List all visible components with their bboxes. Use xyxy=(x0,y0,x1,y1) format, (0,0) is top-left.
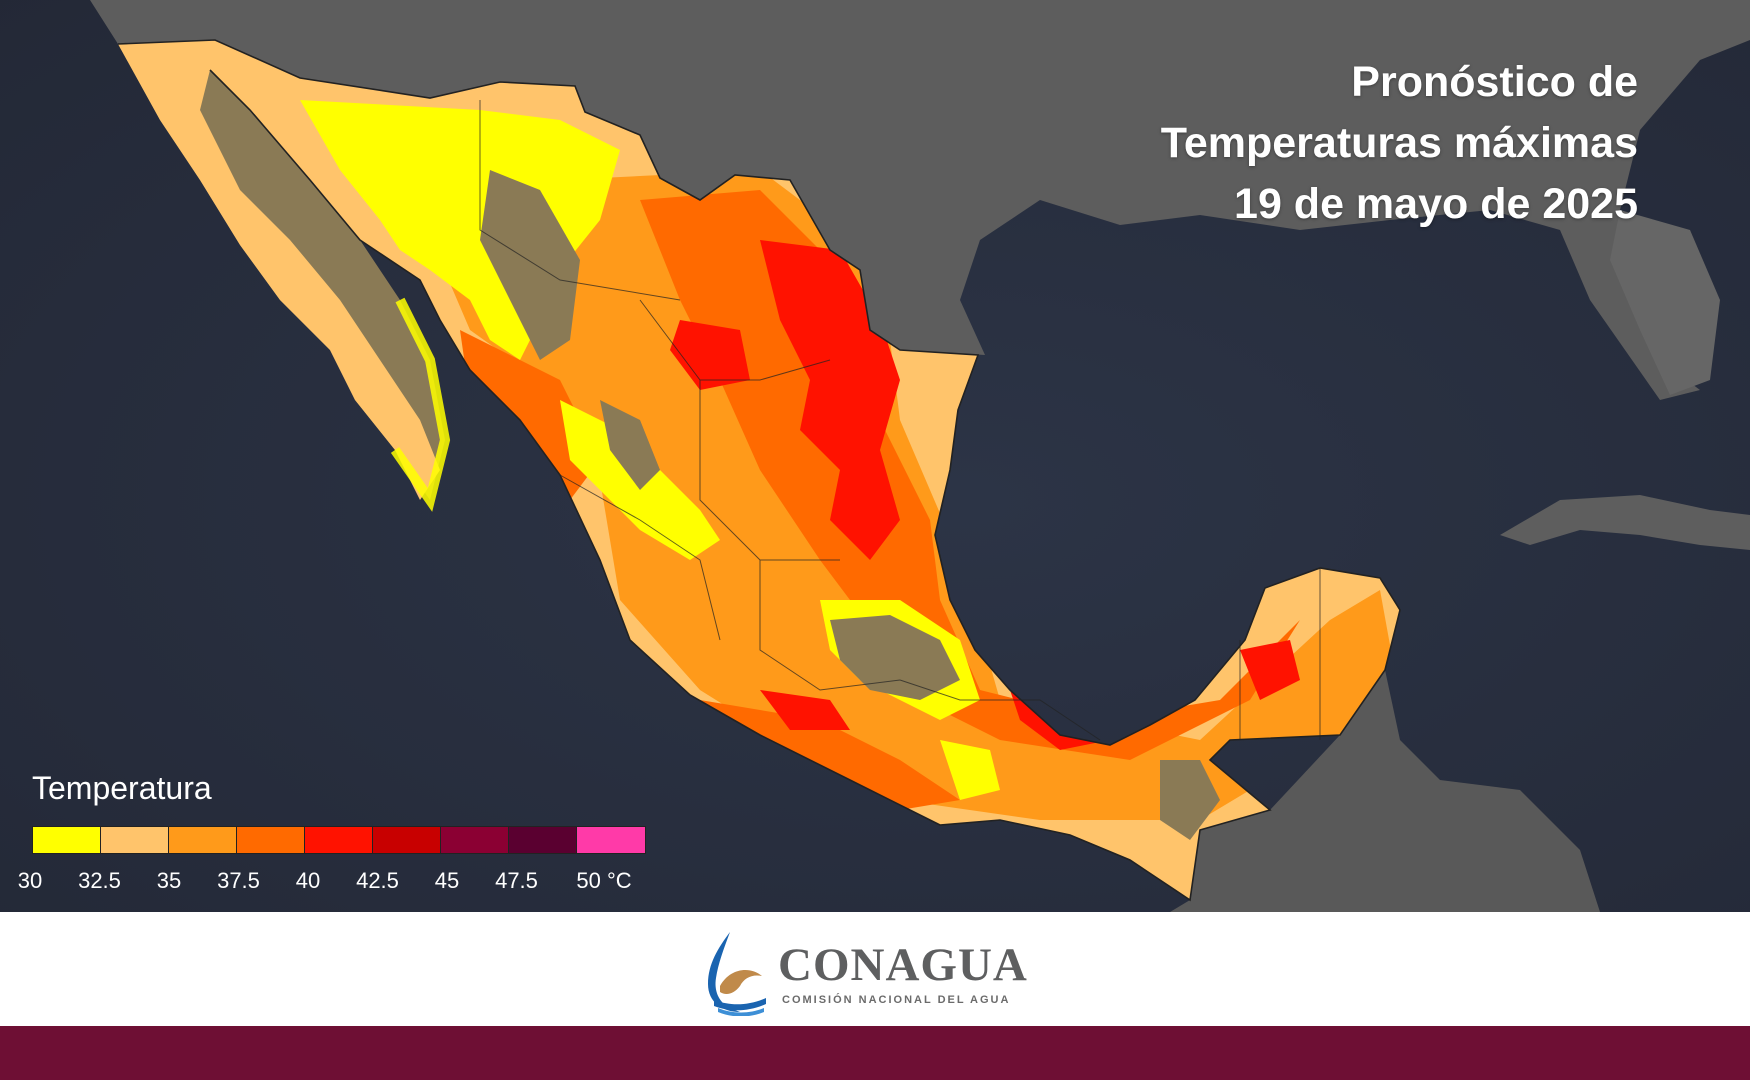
legend-ticks: 30 32.5 35 37.5 40 42.5 45 47.5 50 °C xyxy=(0,868,700,898)
legend-tick-label: 45 xyxy=(434,868,460,893)
legend-tick-label: 30 xyxy=(17,868,43,893)
legend-swatch-2 xyxy=(169,827,237,853)
legend-tick-label: 47.5 xyxy=(495,868,538,893)
legend-tick-label: 42.5 xyxy=(356,868,399,893)
legend-tick-label: 35 xyxy=(156,868,182,893)
map-canvas xyxy=(0,0,1750,912)
baja-fringe xyxy=(390,297,451,512)
legend-swatch-4 xyxy=(305,827,373,853)
legend-swatch-3 xyxy=(237,827,305,853)
temperature-map xyxy=(0,0,1750,912)
land-north xyxy=(90,0,1750,400)
bottom-band xyxy=(0,1026,1750,1080)
logo-name: CONAGUA xyxy=(778,939,1028,991)
legend-swatch-1 xyxy=(101,827,169,853)
land-central-america xyxy=(1170,670,1600,912)
legend-color-bar xyxy=(32,826,646,854)
logo-subtitle: COMISIÓN NACIONAL DEL AGUA xyxy=(782,994,1011,1006)
legend-tick-label: 37.5 xyxy=(217,868,260,893)
state-borders xyxy=(479,100,1321,741)
legend-swatch-8 xyxy=(577,827,645,853)
legend-tick-label: 32.5 xyxy=(78,868,121,893)
footer: CONAGUA COMISIÓN NACIONAL DEL AGUA xyxy=(0,912,1750,1026)
legend-title: Temperatura xyxy=(32,770,212,806)
title-line-2: Temperaturas máximas xyxy=(1160,119,1638,167)
legend-swatch-7 xyxy=(509,827,577,853)
conagua-logo: CONAGUA COMISIÓN NACIONAL DEL AGUA xyxy=(700,928,1060,1016)
legend-swatch-0 xyxy=(33,827,101,853)
legend-tick-label: 40 xyxy=(295,868,321,893)
map-title: Pronóstico de Temperaturas máximas 19 de… xyxy=(918,52,1638,235)
conagua-emblem-icon xyxy=(708,932,766,1016)
legend-swatch-6 xyxy=(441,827,509,853)
legend-swatch-5 xyxy=(373,827,441,853)
title-line-1: Pronóstico de xyxy=(1351,58,1638,106)
land-florida xyxy=(1610,210,1720,395)
land-cuba xyxy=(1500,495,1750,550)
mexico-outline xyxy=(117,39,1401,902)
legend-tick-label: 50 °C xyxy=(576,868,632,893)
title-line-3: 19 de mayo de 2025 xyxy=(1234,180,1638,228)
